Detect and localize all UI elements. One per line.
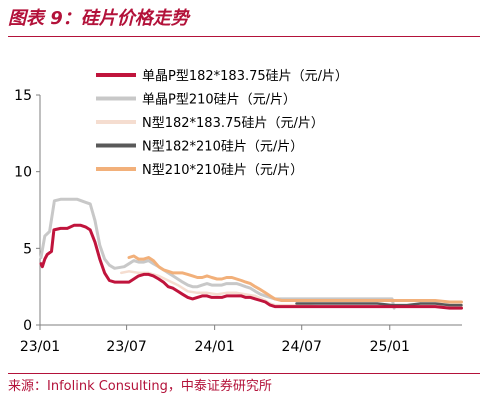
x-tick-label: 25/01 xyxy=(370,339,410,355)
x-tick-label: 23/01 xyxy=(20,339,60,355)
legend-label-4: N型182*210硅片（元/片） xyxy=(142,140,303,155)
y-tick-label: 5 xyxy=(23,241,32,257)
y-tick-label: 15 xyxy=(14,88,32,104)
x-tick-label: 24/07 xyxy=(282,339,322,355)
x-tick-label: 23/07 xyxy=(106,339,146,355)
legend-label-1: 单晶P型182*183.75硅片（元/片） xyxy=(142,69,348,84)
y-tick-label: 0 xyxy=(23,318,32,334)
legend-label-5: N型210*210硅片（元/片） xyxy=(142,163,303,178)
price-trend-chart: 0 5 10 15 23/01 23/07 24/01 24/07 25/01 单晶P型182*1… xyxy=(14,69,463,355)
series-line-1 xyxy=(39,223,463,310)
title-rule xyxy=(8,36,480,37)
series-line-5 xyxy=(127,254,463,304)
series-line-2 xyxy=(39,197,396,310)
legend-label-3: N型182*183.75硅片（元/片） xyxy=(142,116,324,131)
figure-title: 图表 9：硅片价格走势 xyxy=(8,8,189,29)
series-line-4 xyxy=(295,302,463,307)
source-rule xyxy=(8,373,480,374)
y-tick-label: 10 xyxy=(14,165,32,181)
source-note: 来源：Infolink Consulting，中泰证券研究所 xyxy=(8,379,272,394)
x-tick-label: 24/01 xyxy=(194,339,234,355)
legend-label-2: 单晶P型210硅片（元/片） xyxy=(142,93,296,108)
